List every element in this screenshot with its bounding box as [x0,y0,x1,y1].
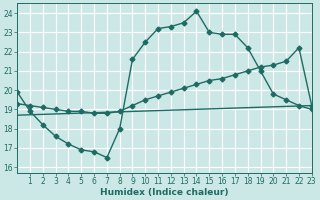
X-axis label: Humidex (Indice chaleur): Humidex (Indice chaleur) [100,188,229,197]
